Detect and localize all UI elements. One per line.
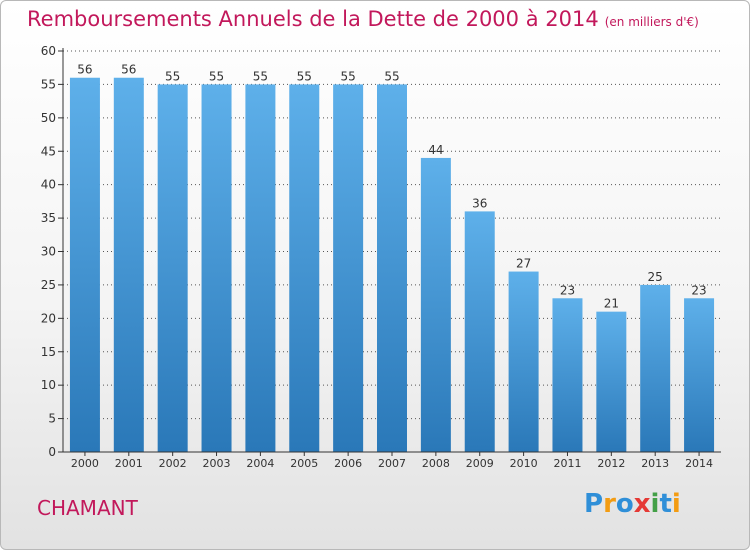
bar — [69, 77, 100, 452]
y-tick-label: 20 — [41, 311, 56, 325]
y-tick-label: 25 — [41, 278, 56, 292]
y-tick-label: 55 — [41, 77, 56, 91]
bar-value-label: 25 — [648, 270, 663, 284]
y-tick-label: 0 — [48, 445, 56, 459]
x-tick-label: 2010 — [510, 457, 538, 470]
bar — [552, 298, 583, 452]
y-tick-label: 15 — [41, 345, 56, 359]
x-tick-label: 2005 — [290, 457, 318, 470]
y-tick-label: 40 — [41, 178, 56, 192]
y-tick-label: 35 — [41, 211, 56, 225]
city-name: CHAMANT — [37, 496, 138, 520]
bar-value-label: 23 — [560, 283, 575, 297]
axis-layer: 0 5 10 15 20 25 30 35 40 45 50 55 60 2000 2001 2002 2003… — [41, 44, 721, 470]
y-tick-label: 50 — [41, 111, 56, 125]
chart-title: Remboursements Annuels de la Dette de 20… — [27, 7, 699, 31]
bar-value-label: 55 — [209, 69, 224, 83]
x-tick-label: 2011 — [553, 457, 581, 470]
bar — [508, 271, 539, 452]
bar-value-label: 56 — [77, 63, 92, 77]
bar-value-label: 36 — [472, 196, 487, 210]
x-tick-label: 2012 — [597, 457, 625, 470]
bar-layer: 56 56 55 55 55 55 55 55 44 36 27 23 21 25 23 — [69, 63, 715, 453]
x-tick-label: 2007 — [378, 457, 406, 470]
x-tick-label: 2009 — [466, 457, 494, 470]
x-tick-label: 2003 — [203, 457, 231, 470]
bar — [464, 211, 495, 452]
bar — [201, 84, 232, 453]
logo-letter: i — [671, 489, 681, 519]
logo-letter: i — [650, 489, 660, 519]
bar — [289, 84, 320, 453]
y-tick-label: 30 — [41, 245, 56, 259]
y-tick-label: 10 — [41, 378, 56, 392]
bar — [333, 84, 364, 453]
bar — [377, 84, 407, 453]
bar — [640, 284, 671, 452]
bar — [684, 298, 715, 452]
logo-letter: o — [615, 489, 634, 519]
bar-value-label: 55 — [384, 69, 399, 83]
bar — [113, 77, 144, 452]
chart-subtitle: (en milliers d'€) — [604, 15, 699, 29]
y-tick-label: 5 — [48, 412, 56, 426]
bar-value-label: 55 — [253, 69, 268, 83]
x-tick-label: 2004 — [246, 457, 274, 470]
x-tick-label: 2001 — [115, 457, 143, 470]
x-tick-label: 2006 — [334, 457, 362, 470]
bar — [420, 157, 451, 452]
chart-title-text: Remboursements Annuels de la Dette de 20… — [27, 7, 599, 31]
logo-letter: t — [659, 489, 672, 519]
bar-value-label: 27 — [516, 257, 531, 271]
x-tick-label: 2008 — [422, 457, 450, 470]
y-tick-label: 45 — [41, 144, 56, 158]
x-tick-label: 2013 — [641, 457, 669, 470]
x-tick-label: 2002 — [159, 457, 187, 470]
bar — [596, 311, 627, 452]
bar-value-label: 55 — [297, 69, 312, 83]
logo-letter: P — [584, 489, 604, 519]
x-tick-label: 2000 — [71, 457, 99, 470]
bar — [245, 84, 276, 453]
bar-value-label: 23 — [691, 283, 706, 297]
bar-value-label: 21 — [604, 297, 619, 311]
logo-letter: x — [633, 489, 651, 519]
bar-value-label: 55 — [340, 69, 355, 83]
x-tick-label: 2014 — [685, 457, 713, 470]
bar-value-label: 56 — [121, 63, 136, 77]
bar-value-label: 55 — [165, 69, 180, 83]
bar-value-label: 44 — [428, 143, 443, 157]
bar — [157, 84, 188, 453]
logo-letter: r — [603, 489, 616, 519]
y-tick-label: 60 — [41, 44, 56, 58]
proxiti-logo: Proxiti — [584, 489, 681, 519]
